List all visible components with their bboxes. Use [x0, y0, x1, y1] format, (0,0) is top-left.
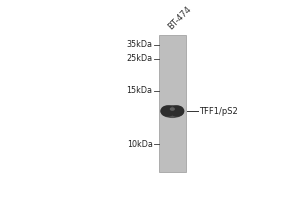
Text: 10kDa: 10kDa	[127, 140, 153, 149]
Ellipse shape	[170, 105, 184, 117]
Bar	[159, 35, 186, 172]
Text: TFF1/pS2: TFF1/pS2	[199, 107, 238, 116]
Text: 15kDa: 15kDa	[127, 86, 153, 95]
Text: BT-474: BT-474	[166, 4, 193, 31]
Ellipse shape	[160, 105, 184, 118]
Text: 35kDa: 35kDa	[127, 40, 153, 49]
Ellipse shape	[160, 105, 175, 117]
Text: 25kDa: 25kDa	[127, 54, 153, 63]
Ellipse shape	[170, 107, 175, 111]
